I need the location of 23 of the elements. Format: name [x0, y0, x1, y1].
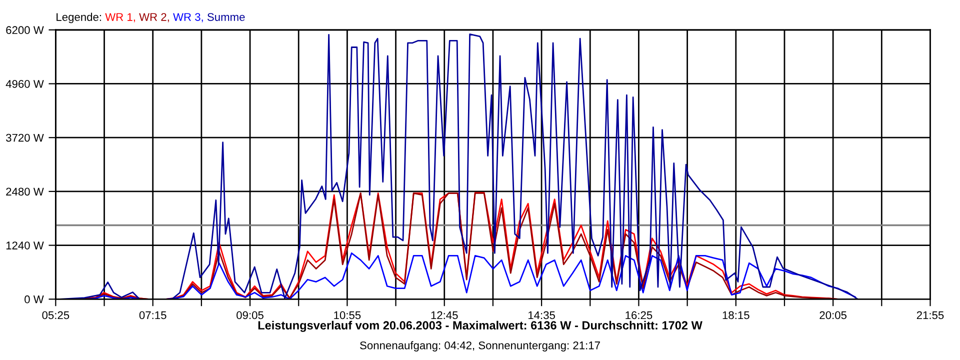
- y-tick-label: 6200 W: [6, 26, 44, 34]
- text: WR 3,: [173, 13, 203, 22]
- x-tick-label: 20:05: [820, 311, 846, 320]
- x-tick-label: 05:25: [42, 311, 70, 320]
- x-tick-label: 07:15: [139, 311, 166, 320]
- x-tick-label: 12:45: [431, 311, 458, 320]
- text: Sonnenaufgang: 04:42, Sonnenuntergang: 21:17: [360, 341, 600, 352]
- text: WR 2,: [139, 13, 169, 22]
- y-tick-label: 4960 W: [6, 80, 44, 88]
- x-tick-label: 14:35: [528, 311, 555, 320]
- x-tick-label: 21:55: [916, 311, 944, 320]
- y-tick-label: 3720 W: [6, 134, 44, 142]
- legend-title: Legende:: [56, 12, 102, 24]
- x-tick-label: 16:25: [626, 311, 652, 320]
- x-tick-label: 18:15: [722, 311, 750, 320]
- y-tick-label: 0 W: [24, 295, 44, 304]
- text: WR 1,: [105, 13, 135, 22]
- text: Summe: [207, 13, 245, 21]
- y-tick-label: 1240 W: [6, 242, 44, 250]
- y-tick-label: 2480 W: [6, 188, 44, 196]
- x-tick-label: 09:05: [236, 311, 264, 320]
- x-tick-label: 10:55: [334, 311, 361, 320]
- text: Leistungsverlauf vom 20.06.2003 - Maximalwert: 6136 W - Durchschnitt: 1702 W: [258, 320, 702, 332]
